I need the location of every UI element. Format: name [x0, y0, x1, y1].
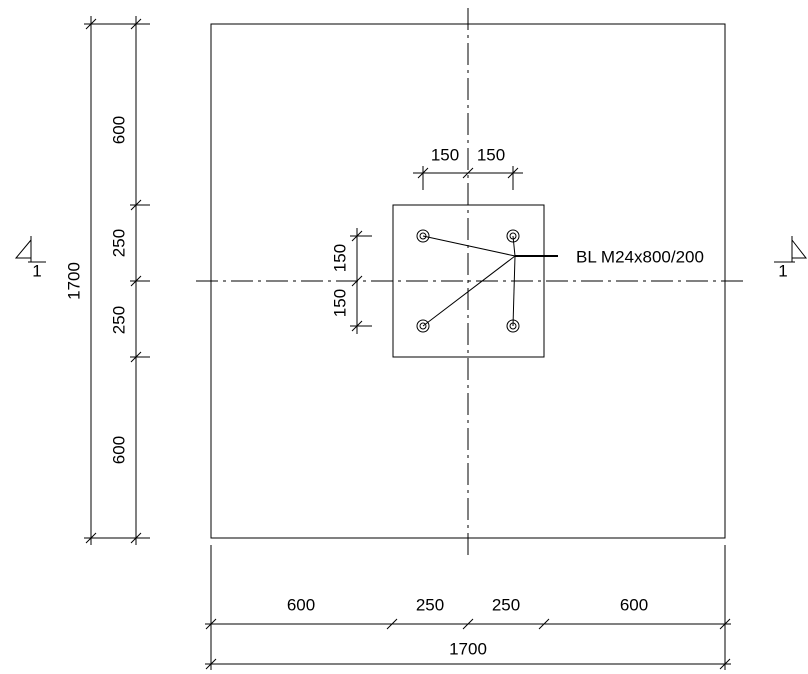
dim-label: 150	[431, 145, 459, 164]
dim-label: 600	[620, 595, 648, 614]
dim-tick	[205, 618, 217, 630]
dim-tick	[538, 618, 550, 630]
section-mark-left	[14, 236, 46, 263]
dim-tick	[719, 618, 731, 630]
leader-lines	[422, 235, 558, 327]
dim-tick	[130, 18, 142, 30]
dim-label: 150	[330, 244, 349, 272]
dim-tick	[462, 618, 474, 630]
dim-tick	[351, 230, 363, 242]
dim-tick	[85, 18, 97, 30]
dim-label: 150	[330, 289, 349, 317]
dim-tick	[507, 167, 519, 179]
dim-label: 150	[477, 145, 505, 164]
dim-label: 250	[492, 595, 520, 614]
dim-tick	[719, 658, 731, 670]
base-plate	[392, 204, 545, 358]
dim-label: 1700	[64, 262, 83, 300]
section-label: 1	[32, 261, 41, 280]
dim-label: 250	[109, 306, 128, 334]
dim-tick	[386, 618, 398, 630]
bolt-label: BL M24x800/200	[576, 247, 704, 266]
dim-tick	[130, 275, 142, 287]
dim-tick	[351, 320, 363, 332]
dimension-lines	[84, 16, 731, 670]
dim-tick	[85, 532, 97, 544]
dim-tick	[351, 275, 363, 287]
dim-label: 600	[287, 595, 315, 614]
section-label: 1	[778, 261, 787, 280]
dim-label: 1700	[449, 639, 487, 658]
foundation-outline	[210, 23, 726, 539]
dim-label: 250	[109, 229, 128, 257]
dim-tick	[130, 351, 142, 363]
section-mark-right	[774, 236, 808, 263]
dim-tick	[205, 658, 217, 670]
dim-label: 600	[109, 436, 128, 464]
dim-label: 600	[109, 116, 128, 144]
dim-tick	[462, 167, 474, 179]
dim-tick	[130, 532, 142, 544]
dim-tick	[417, 167, 429, 179]
dim-tick	[130, 199, 142, 211]
dim-label: 250	[416, 595, 444, 614]
